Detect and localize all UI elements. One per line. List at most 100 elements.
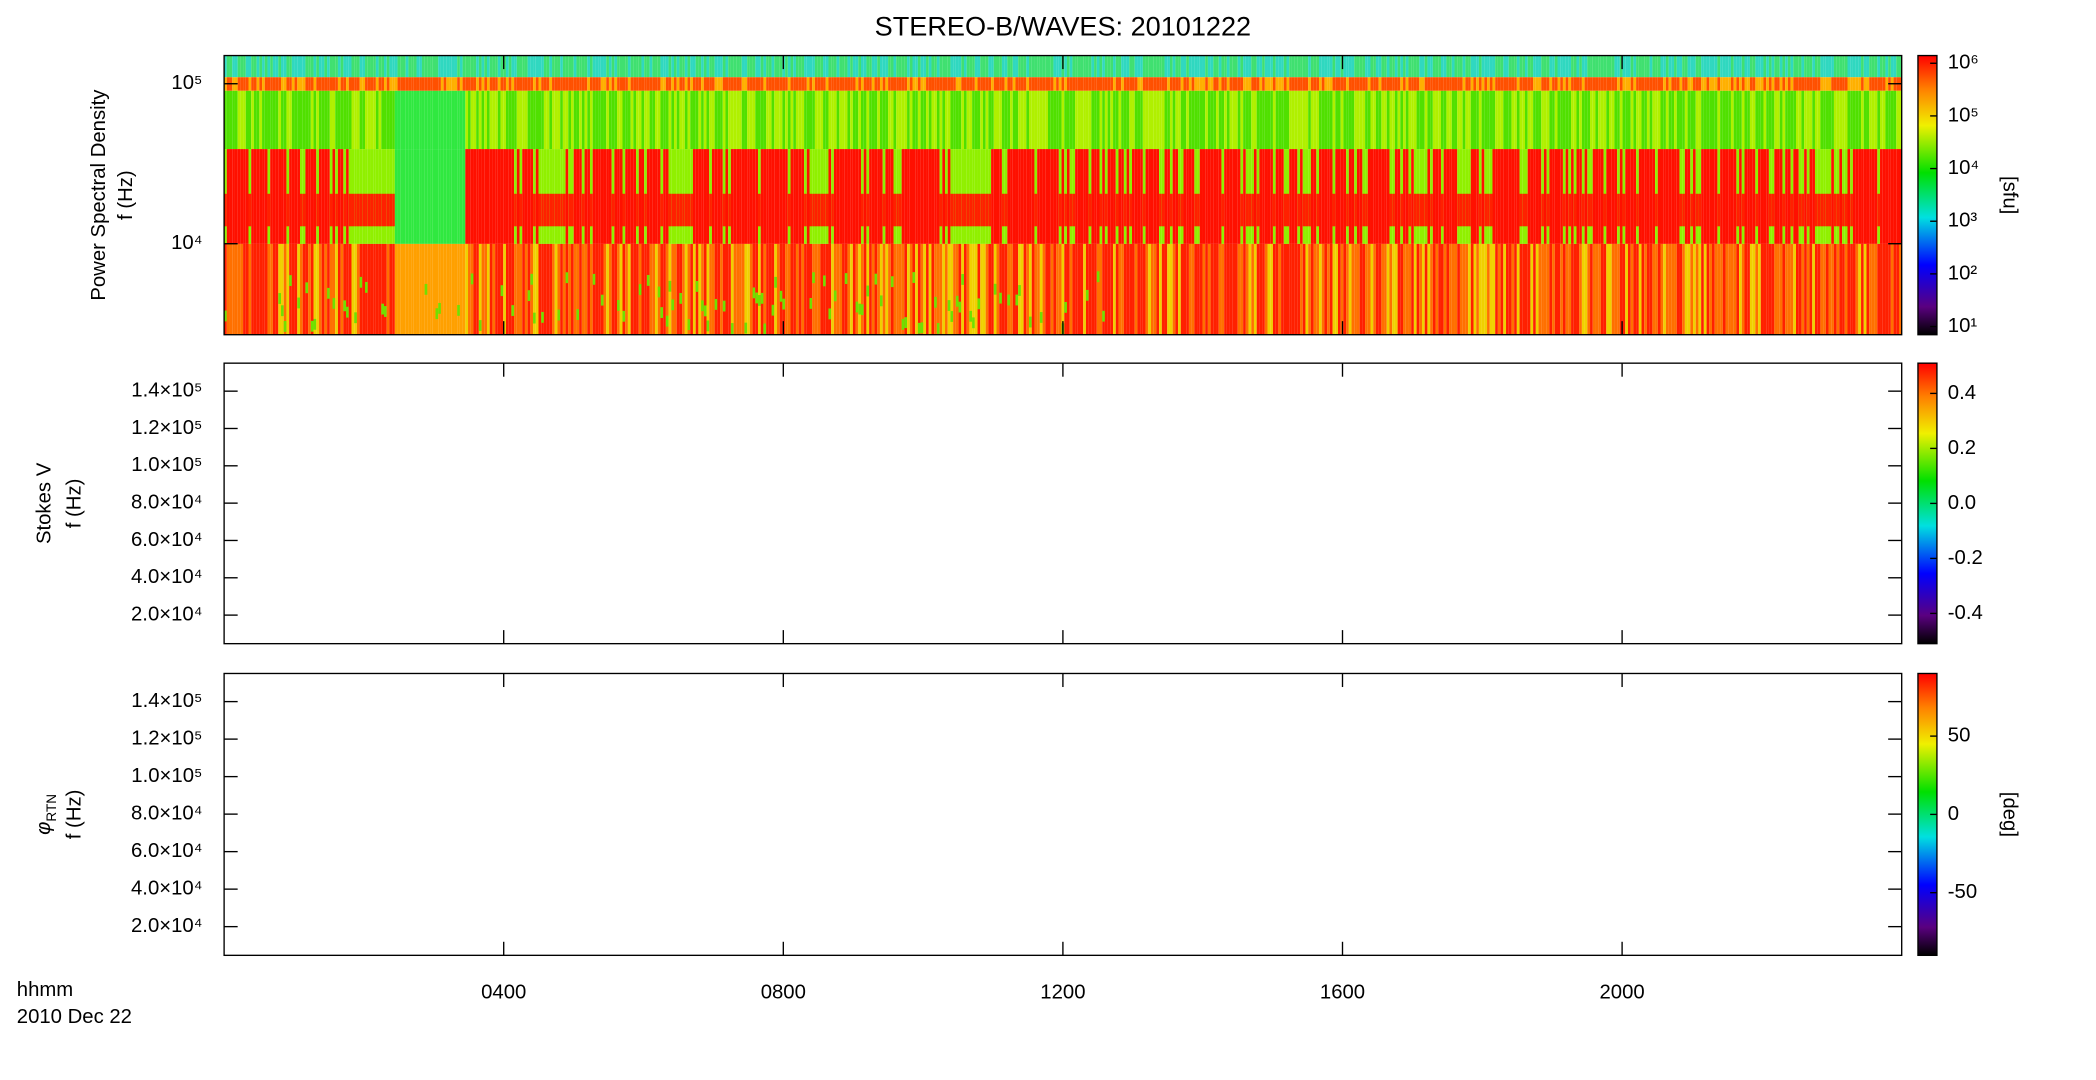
texture-cell — [1863, 149, 1867, 244]
texture-cell — [1218, 55, 1222, 78]
texture-cell — [1720, 243, 1723, 335]
texture-cell — [337, 149, 341, 244]
texture-cell — [901, 77, 905, 91]
texture-cell — [505, 90, 509, 150]
texture-cell — [332, 243, 336, 335]
texture-cell — [668, 55, 672, 78]
texture-cell — [1397, 243, 1401, 335]
texture-cell — [1386, 77, 1390, 91]
texture-cell — [557, 90, 561, 150]
texture-cell — [1316, 55, 1320, 78]
texture-cell — [687, 243, 691, 335]
texture-cell — [1755, 90, 1759, 150]
texture-cell — [446, 243, 450, 335]
texture-cell — [730, 90, 734, 150]
texture-cell — [1066, 55, 1070, 78]
texture-cell — [1581, 55, 1585, 78]
texture-cell — [1774, 77, 1778, 91]
texture-cell — [945, 55, 948, 78]
texture-cell — [999, 243, 1002, 335]
texture-cell — [1018, 77, 1021, 91]
texture-cell — [1243, 90, 1246, 150]
texture-cell — [1272, 90, 1276, 150]
texture-cell — [1251, 55, 1254, 78]
texture-cell — [690, 77, 693, 91]
texture-cell — [663, 55, 666, 78]
texture-cell — [1823, 55, 1826, 78]
texture-cell — [1674, 55, 1677, 78]
texture-cell — [1029, 243, 1032, 335]
texture-cell — [744, 90, 748, 150]
texture-cell — [402, 90, 406, 150]
texture-cell — [1847, 243, 1851, 335]
texture-cell — [1487, 243, 1490, 335]
texture-cell — [497, 55, 501, 78]
texture-cell — [1473, 55, 1477, 78]
texture-cell — [408, 90, 412, 150]
texture-cell — [855, 55, 859, 78]
texture-cell — [1294, 90, 1298, 150]
texture-cell — [1641, 77, 1645, 91]
texture-cell — [890, 149, 894, 244]
texture-cell — [668, 77, 672, 91]
texture-cell — [1644, 77, 1647, 91]
texture-cell — [1088, 77, 1092, 91]
texture-cell — [909, 149, 913, 244]
texture-cell — [801, 55, 805, 78]
texture-cell — [386, 90, 390, 150]
texture-cell — [703, 55, 707, 78]
texture-cell — [321, 55, 325, 78]
texture-cell — [1281, 55, 1284, 78]
texture-cell — [617, 299, 620, 311]
texture-cell — [1026, 90, 1030, 150]
texture-cell — [484, 77, 487, 91]
texture-cell — [657, 286, 661, 298]
texture-cell — [917, 77, 921, 91]
texture-cell — [535, 243, 539, 335]
texture-cell — [1636, 55, 1639, 78]
texture-cell — [1779, 149, 1783, 244]
texture-cell — [1546, 193, 1550, 227]
texture-cell — [1782, 243, 1786, 335]
texture-cell — [888, 149, 891, 244]
texture-cell — [1880, 243, 1883, 335]
texture-cell — [625, 90, 628, 150]
texture-cell — [1294, 55, 1298, 78]
texture-cell — [1153, 77, 1157, 91]
texture-cell — [1267, 90, 1271, 150]
texture-cell — [736, 55, 740, 78]
texture-cell — [592, 77, 596, 91]
texture-cell — [1492, 149, 1496, 244]
texture-cell — [272, 77, 276, 91]
texture-cell — [833, 149, 837, 244]
texture-cell — [1321, 77, 1325, 91]
texture-cell — [1367, 55, 1371, 78]
texture-cell — [1611, 149, 1615, 244]
texture-cell — [1587, 90, 1591, 150]
texture-cell — [481, 243, 485, 335]
texture-cell — [682, 193, 685, 227]
texture-cell — [1484, 90, 1488, 150]
texture-cell — [1001, 90, 1005, 150]
texture-cell — [692, 243, 696, 335]
texture-cell — [248, 243, 252, 335]
texture-cell — [449, 90, 452, 150]
texture-cell — [1150, 77, 1154, 91]
texture-cell — [310, 55, 314, 78]
texture-cell — [1777, 149, 1780, 244]
texture-cell — [1874, 90, 1878, 150]
texture-cell — [1264, 149, 1268, 244]
y-tick-label: 1.0×10⁵ — [131, 454, 202, 476]
texture-cell — [419, 77, 422, 91]
texture-cell — [1104, 90, 1108, 150]
texture-cell — [1684, 55, 1688, 78]
texture-cell — [1508, 149, 1512, 244]
texture-cell — [1061, 77, 1065, 91]
texture-cell — [1237, 55, 1241, 78]
texture-cell — [1015, 55, 1019, 78]
texture-cell — [1695, 90, 1699, 150]
texture-cell — [1698, 193, 1702, 227]
texture-cell — [1663, 90, 1666, 150]
texture-cell — [1806, 193, 1810, 227]
texture-cell — [1600, 90, 1604, 150]
